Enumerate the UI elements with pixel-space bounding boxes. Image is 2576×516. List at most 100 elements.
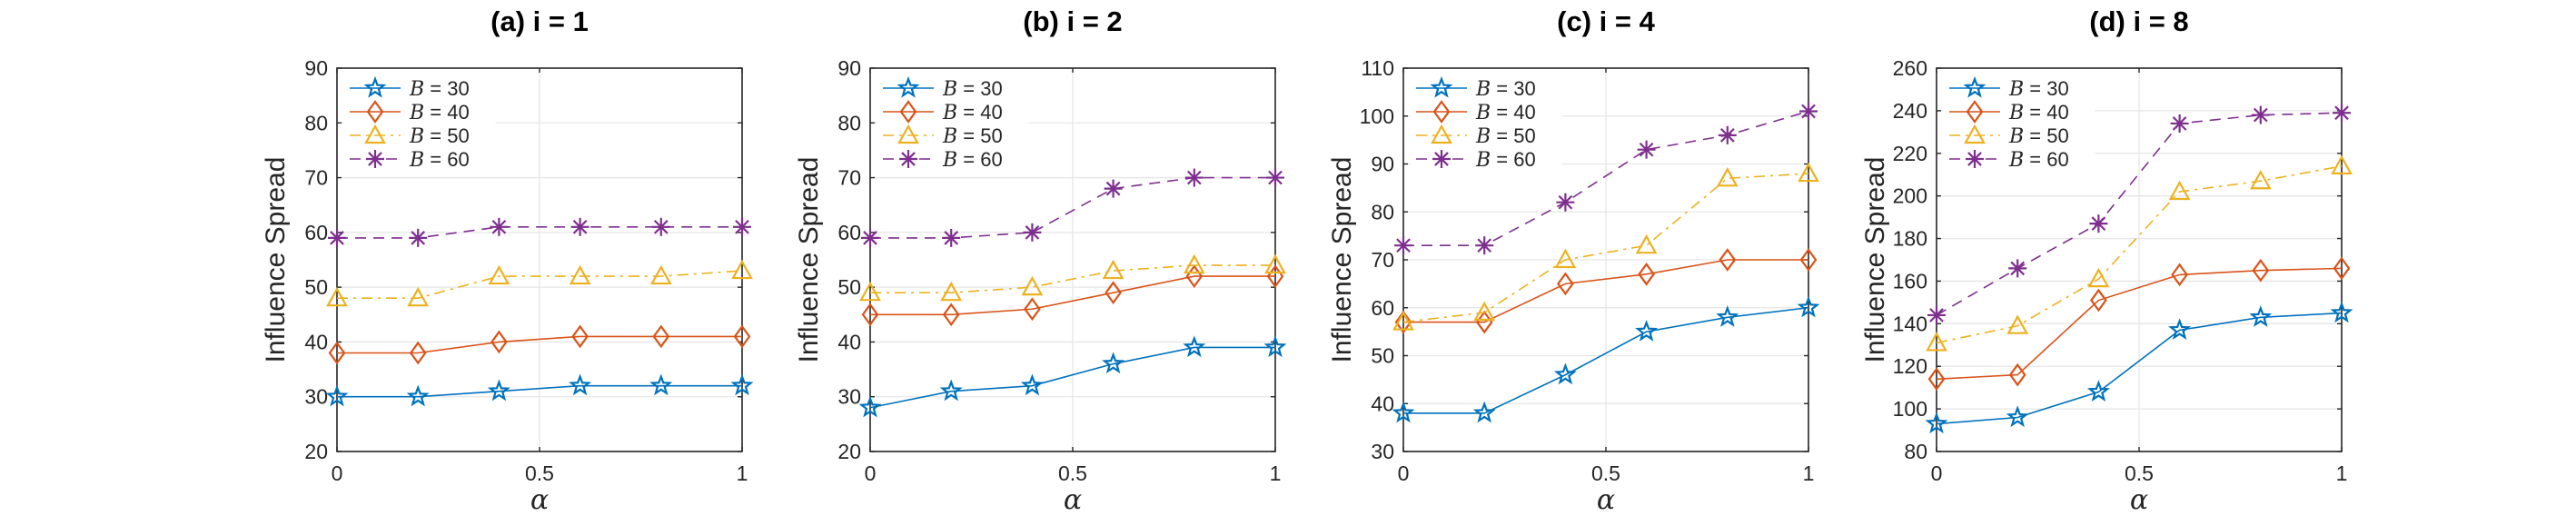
legend-label: B = 30 bbox=[1475, 77, 1536, 101]
data-point-marker bbox=[569, 264, 591, 285]
legend-label: B = 40 bbox=[409, 101, 470, 124]
y-tick-label: 50 bbox=[304, 275, 328, 299]
x-tick-label: 1 bbox=[737, 461, 748, 485]
data-point-marker bbox=[409, 341, 427, 365]
y-tick-label: 60 bbox=[1371, 296, 1394, 320]
series-B-50 bbox=[859, 253, 1286, 302]
y-axis-title: Influence Spread bbox=[1327, 157, 1357, 363]
legend-marker bbox=[1431, 124, 1452, 144]
series-line bbox=[1936, 267, 2343, 381]
x-tick-label: 0.5 bbox=[1058, 461, 1087, 485]
y-tick-label: 260 bbox=[1893, 56, 1927, 80]
legend: B = 30B = 40B = 50B = 60 bbox=[343, 73, 496, 176]
data-point-marker bbox=[325, 384, 349, 407]
y-tick-label: 220 bbox=[1893, 142, 1927, 165]
legend-marker bbox=[899, 100, 917, 124]
data-point-marker bbox=[1392, 311, 1414, 331]
legend-marker bbox=[1964, 124, 1986, 144]
data-point-marker bbox=[1021, 275, 1044, 296]
legend-marker bbox=[1432, 100, 1451, 124]
data-point-marker bbox=[2171, 263, 2188, 287]
data-point-marker bbox=[1635, 233, 1658, 254]
data-point-marker bbox=[1798, 162, 1819, 183]
data-point-marker bbox=[1799, 248, 1818, 272]
series-B-50 bbox=[1926, 154, 2353, 352]
data-point-marker bbox=[2089, 214, 2108, 233]
legend-entry: B = 50 bbox=[883, 124, 1003, 148]
data-point-marker bbox=[2252, 258, 2270, 283]
series-B-40 bbox=[1927, 256, 2351, 392]
legend-marker bbox=[1963, 75, 1986, 98]
series-B-30 bbox=[858, 335, 1287, 418]
legend-label: B = 40 bbox=[1475, 101, 1536, 124]
legend-label: B = 30 bbox=[942, 77, 1003, 101]
data-point-marker bbox=[1718, 125, 1737, 144]
y-tick-label: 40 bbox=[1371, 392, 1394, 415]
series-line bbox=[1402, 173, 1809, 323]
x-tick-label: 1 bbox=[1803, 461, 1815, 485]
data-point-marker bbox=[2168, 180, 2191, 201]
series-line bbox=[870, 275, 1275, 316]
series-line bbox=[1403, 306, 1809, 414]
legend-label: B = 50 bbox=[409, 124, 470, 148]
data-point-marker bbox=[1557, 272, 1574, 296]
x-axis-title: α bbox=[2130, 484, 2148, 516]
y-tick-label: 110 bbox=[1361, 56, 1394, 80]
data-point-marker bbox=[487, 379, 510, 402]
x-axis-title: α bbox=[1064, 484, 1082, 516]
y-tick-label: 40 bbox=[837, 330, 861, 353]
y-tick-label: 140 bbox=[1893, 312, 1927, 335]
data-point-marker bbox=[488, 264, 510, 285]
legend-entry: B = 50 bbox=[350, 124, 470, 148]
data-point-marker bbox=[1394, 310, 1412, 334]
legend-marker bbox=[1966, 100, 1984, 124]
data-point-marker bbox=[1263, 335, 1287, 358]
chart-panel-1: 20 30 40 50 60 70 80 90 0 0.5 1 (a) i = 1 Influence … bbox=[261, 5, 754, 516]
x-tick-label: 1 bbox=[2336, 461, 2348, 485]
legend-entry: B = 40 bbox=[350, 100, 470, 124]
data-point-marker bbox=[731, 259, 753, 280]
data-point-marker bbox=[1104, 179, 1123, 198]
series-B-60 bbox=[328, 217, 751, 247]
x-axis-title: α bbox=[530, 484, 549, 516]
legend: B = 30B = 40B = 50B = 60 bbox=[877, 73, 1029, 176]
series-line bbox=[337, 226, 742, 239]
data-point-marker bbox=[407, 286, 430, 307]
data-point-marker bbox=[652, 324, 670, 349]
y-tick-label: 200 bbox=[1893, 184, 1927, 208]
y-tick-label: 100 bbox=[1893, 397, 1927, 421]
x-tick-label: 0 bbox=[332, 461, 343, 485]
data-point-marker bbox=[1475, 310, 1493, 334]
y-tick-label: 80 bbox=[304, 111, 328, 134]
series-B-50 bbox=[1392, 162, 1819, 331]
data-point-marker bbox=[733, 217, 751, 236]
y-tick-label: 90 bbox=[304, 56, 328, 80]
data-point-marker bbox=[861, 303, 879, 327]
series-B-40 bbox=[328, 324, 751, 365]
data-point-marker bbox=[649, 264, 672, 285]
series-B-40 bbox=[861, 264, 1284, 327]
x-tick-label: 0.5 bbox=[1591, 461, 1620, 485]
y-tick-label: 90 bbox=[837, 56, 861, 80]
data-point-marker bbox=[1556, 193, 1575, 212]
legend-marker bbox=[363, 75, 387, 98]
chart-title: (d) i = 8 bbox=[2089, 5, 2188, 37]
chart-title: (a) i = 1 bbox=[490, 5, 589, 37]
legend-label: B = 30 bbox=[2008, 77, 2069, 101]
data-point-marker bbox=[1719, 248, 1737, 272]
legend: B = 30B = 40B = 50B = 60 bbox=[1410, 73, 1562, 176]
data-point-marker bbox=[2333, 104, 2351, 123]
y-tick-label: 80 bbox=[1371, 200, 1394, 223]
x-axis-title: α bbox=[1597, 484, 1615, 516]
y-tick-label: 90 bbox=[1371, 153, 1394, 176]
data-point-marker bbox=[2087, 267, 2110, 288]
series-line bbox=[337, 270, 743, 300]
data-point-marker bbox=[406, 384, 430, 407]
legend-marker bbox=[1430, 75, 1453, 98]
data-point-marker bbox=[1473, 301, 1496, 322]
series-line bbox=[337, 335, 742, 354]
data-point-marker bbox=[1394, 236, 1412, 255]
legend-label: B = 60 bbox=[1475, 148, 1536, 172]
series-line bbox=[337, 384, 742, 398]
